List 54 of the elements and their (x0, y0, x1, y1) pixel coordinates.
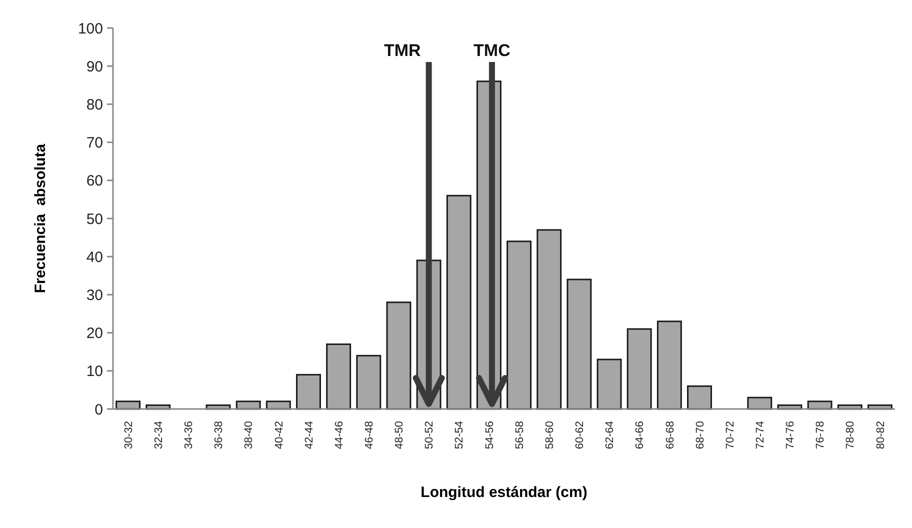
x-tick-label: 42-44 (303, 421, 316, 450)
bar (326, 343, 352, 410)
x-tick-label: 34-36 (183, 421, 196, 450)
bar (536, 229, 562, 410)
bar (596, 358, 622, 410)
y-tick-label: 100 (78, 20, 103, 38)
x-tick-label: 54-56 (484, 421, 496, 450)
x-tick-label: 36-38 (213, 421, 226, 450)
x-tick-label: 56-58 (514, 421, 526, 450)
bar (656, 320, 682, 410)
bar (296, 374, 321, 410)
bar (687, 385, 712, 410)
y-tick-label: 30 (86, 286, 103, 304)
x-tick-label: 32-34 (152, 421, 165, 450)
x-tick-label: 68-70 (694, 421, 706, 450)
ref-line-label: TMC (474, 41, 510, 60)
x-tick-label: 72-74 (754, 421, 767, 450)
x-tick-label: 62-64 (604, 421, 616, 450)
x-tick-label: 66-68 (664, 421, 676, 450)
x-tick-label: 38-40 (243, 421, 256, 450)
x-tick-label: 44-46 (333, 421, 346, 450)
x-axis-title: Longitud estándar (cm) (420, 484, 588, 501)
x-tick-label: 80-82 (874, 421, 887, 450)
bar (506, 240, 532, 410)
y-axis-title: Frecuencia absoluta (32, 143, 49, 294)
x-tick-label: 30-32 (122, 421, 135, 450)
x-tick-label: 78-80 (844, 421, 857, 450)
x-tick-label: 40-42 (273, 421, 286, 450)
ref-line-label: TMR (384, 41, 421, 60)
y-tick-label: 10 (86, 363, 103, 380)
y-tick-label: 70 (86, 134, 103, 152)
bar (386, 302, 412, 410)
x-tick-label: 76-78 (814, 421, 827, 450)
y-tick-label: 60 (86, 172, 103, 190)
x-tick-label: 46-48 (364, 421, 376, 450)
x-tick-label: 48-50 (394, 421, 406, 450)
x-tick-label: 74-76 (784, 421, 797, 450)
bar (356, 354, 382, 410)
y-tick-label: 80 (86, 96, 103, 114)
bar (566, 278, 592, 410)
x-tick-label: 60-62 (574, 421, 586, 450)
y-tick-label: 0 (94, 401, 103, 418)
y-tick-label: 20 (86, 325, 103, 342)
x-tick-label: 52-54 (454, 421, 466, 450)
x-tick-label: 58-60 (544, 421, 556, 450)
x-tick-label: 50-52 (424, 421, 436, 450)
y-tick-label: 90 (86, 58, 103, 76)
y-tick-label: 50 (86, 210, 103, 228)
x-tick-label: 70-72 (724, 421, 736, 450)
bar (626, 328, 652, 410)
bar (446, 194, 472, 410)
bar (747, 396, 772, 410)
x-tick-label: 64-66 (634, 421, 646, 450)
y-tick-label: 40 (86, 248, 103, 266)
